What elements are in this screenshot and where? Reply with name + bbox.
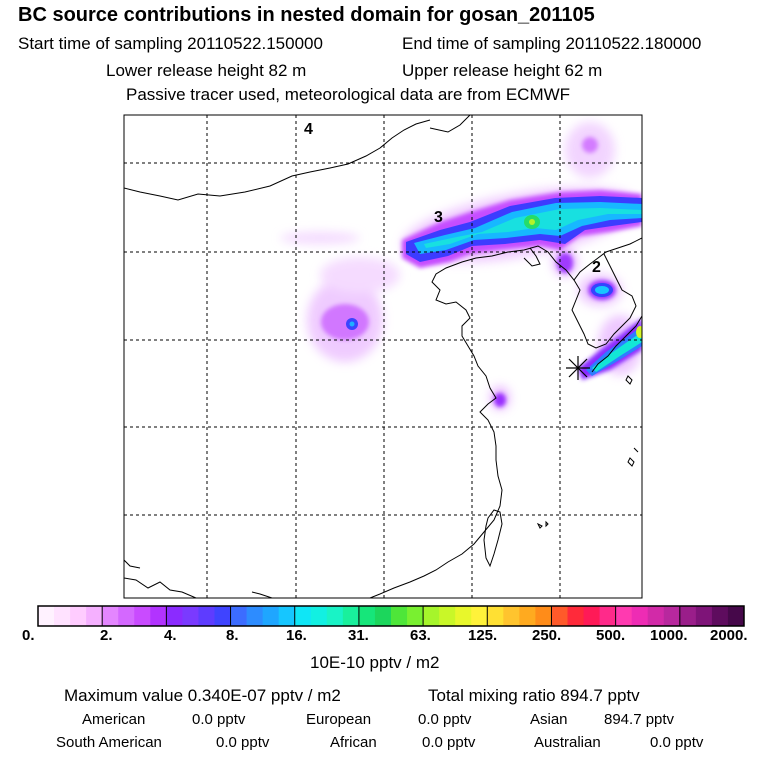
colorbar-segment xyxy=(150,606,167,626)
colorbar-segment xyxy=(647,606,665,626)
receptor-star-icon xyxy=(566,356,590,380)
region-label-2: 2 xyxy=(592,259,601,276)
start-time-text: Start time of sampling 20110522.150000 xyxy=(18,34,323,53)
colorbar-segment xyxy=(246,606,264,626)
colorbar-segment xyxy=(38,606,55,626)
colorbar-segment xyxy=(455,606,472,626)
colorbar-segment xyxy=(294,606,312,626)
european-label: European xyxy=(306,711,372,728)
colorbar-segment xyxy=(423,606,440,626)
colorbar-tick-label: 125. xyxy=(468,627,498,644)
upper-release-text: Upper release height 62 m xyxy=(402,61,603,80)
colorbar-segment xyxy=(599,606,617,626)
colorbar-tick-label: 2000. xyxy=(710,627,748,644)
colorbar-segment xyxy=(198,606,215,626)
colorbar-segment xyxy=(535,606,552,626)
colorbar-segment xyxy=(166,606,183,626)
colorbar-segment xyxy=(342,606,360,626)
colorbar-tick-label: 250. xyxy=(532,627,562,644)
colorbar-segment xyxy=(214,606,232,626)
colorbar-segment xyxy=(519,606,536,626)
colorbar-segment xyxy=(487,606,504,626)
colorbar-segment xyxy=(86,606,103,626)
colorbar-tick-label: 500. xyxy=(596,627,626,644)
colorbar-segment xyxy=(134,606,151,626)
colorbar-segment xyxy=(54,606,71,626)
colorbar-tick-label: 31. xyxy=(348,627,369,644)
asian-value: 894.7 pptv xyxy=(604,711,675,728)
colorbar-segment xyxy=(70,606,87,626)
south-american-value: 0.0 pptv xyxy=(216,734,270,751)
gridlines xyxy=(124,115,642,598)
australian-value: 0.0 pptv xyxy=(650,734,704,751)
colorbar-tick-label: 4. xyxy=(164,627,177,644)
colorbar-tick-label: 63. xyxy=(410,627,431,644)
colorbar-segment xyxy=(230,606,248,626)
european-value: 0.0 pptv xyxy=(418,711,472,728)
colorbar-segment xyxy=(727,606,745,626)
african-label: African xyxy=(330,734,377,751)
colorbar-segment xyxy=(583,606,601,626)
colorbar xyxy=(38,606,745,626)
colorbar-segment xyxy=(551,606,568,626)
colorbar-segment xyxy=(663,606,681,626)
region-label-4: 4 xyxy=(304,121,313,138)
colorbar-segment xyxy=(679,606,697,626)
plot-title: BC source contributions in nested domain… xyxy=(18,4,595,26)
colorbar-tick-label: 16. xyxy=(286,627,307,644)
lower-release-text: Lower release height 82 m xyxy=(106,61,307,80)
colorbar-segment xyxy=(615,606,633,626)
colorbar-segment xyxy=(278,606,296,626)
colorbar-tick-label: 1000. xyxy=(650,627,688,644)
colorbar-segment xyxy=(102,606,119,626)
colorbar-segment xyxy=(471,606,488,626)
colorbar-frame xyxy=(37,605,745,627)
colorbar-segment xyxy=(695,606,713,626)
colorbar-segment xyxy=(182,606,199,626)
coastline xyxy=(124,115,642,598)
american-label: American xyxy=(82,711,146,728)
colorbar-unit: 10E-10 pptv / m2 xyxy=(310,653,440,672)
map-frame xyxy=(123,114,643,599)
colorbar-segment xyxy=(326,606,344,626)
colorbar-segment xyxy=(358,606,376,626)
colorbar-segment xyxy=(262,606,280,626)
african-value: 0.0 pptv xyxy=(422,734,476,751)
colorbar-segment xyxy=(391,606,408,626)
colorbar-segment xyxy=(631,606,649,626)
concentration-field xyxy=(280,122,642,410)
colorbar-tick-label: 0. xyxy=(22,627,35,644)
tracer-note: Passive tracer used, meteorological data… xyxy=(126,85,571,104)
colorbar-segment xyxy=(407,606,424,626)
colorbar-segment xyxy=(374,606,392,626)
australian-label: Australian xyxy=(534,734,601,751)
end-time-text: End time of sampling 20110522.180000 xyxy=(402,34,702,53)
colorbar-segment xyxy=(711,606,729,626)
colorbar-segment xyxy=(439,606,456,626)
american-value: 0.0 pptv xyxy=(192,711,246,728)
south-american-label: South American xyxy=(56,734,162,751)
colorbar-segment xyxy=(503,606,520,626)
region-label-3: 3 xyxy=(434,209,443,226)
colorbar-tick-label: 2. xyxy=(100,627,113,644)
colorbar-segment xyxy=(310,606,328,626)
colorbar-tick-label: 8. xyxy=(226,627,239,644)
colorbar-segment xyxy=(118,606,135,626)
islands xyxy=(483,375,639,568)
maximum-value-text: Maximum value 0.340E-07 pptv / m2 xyxy=(64,686,341,705)
colorbar-segment xyxy=(567,606,585,626)
total-mixing-ratio-text: Total mixing ratio 894.7 pptv xyxy=(428,686,640,705)
asian-label: Asian xyxy=(530,711,568,728)
